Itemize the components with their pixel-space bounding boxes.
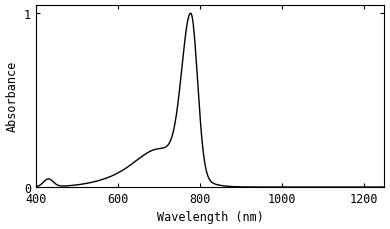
Y-axis label: Absorbance: Absorbance [5, 61, 19, 132]
X-axis label: Wavelength (nm): Wavelength (nm) [157, 210, 264, 224]
